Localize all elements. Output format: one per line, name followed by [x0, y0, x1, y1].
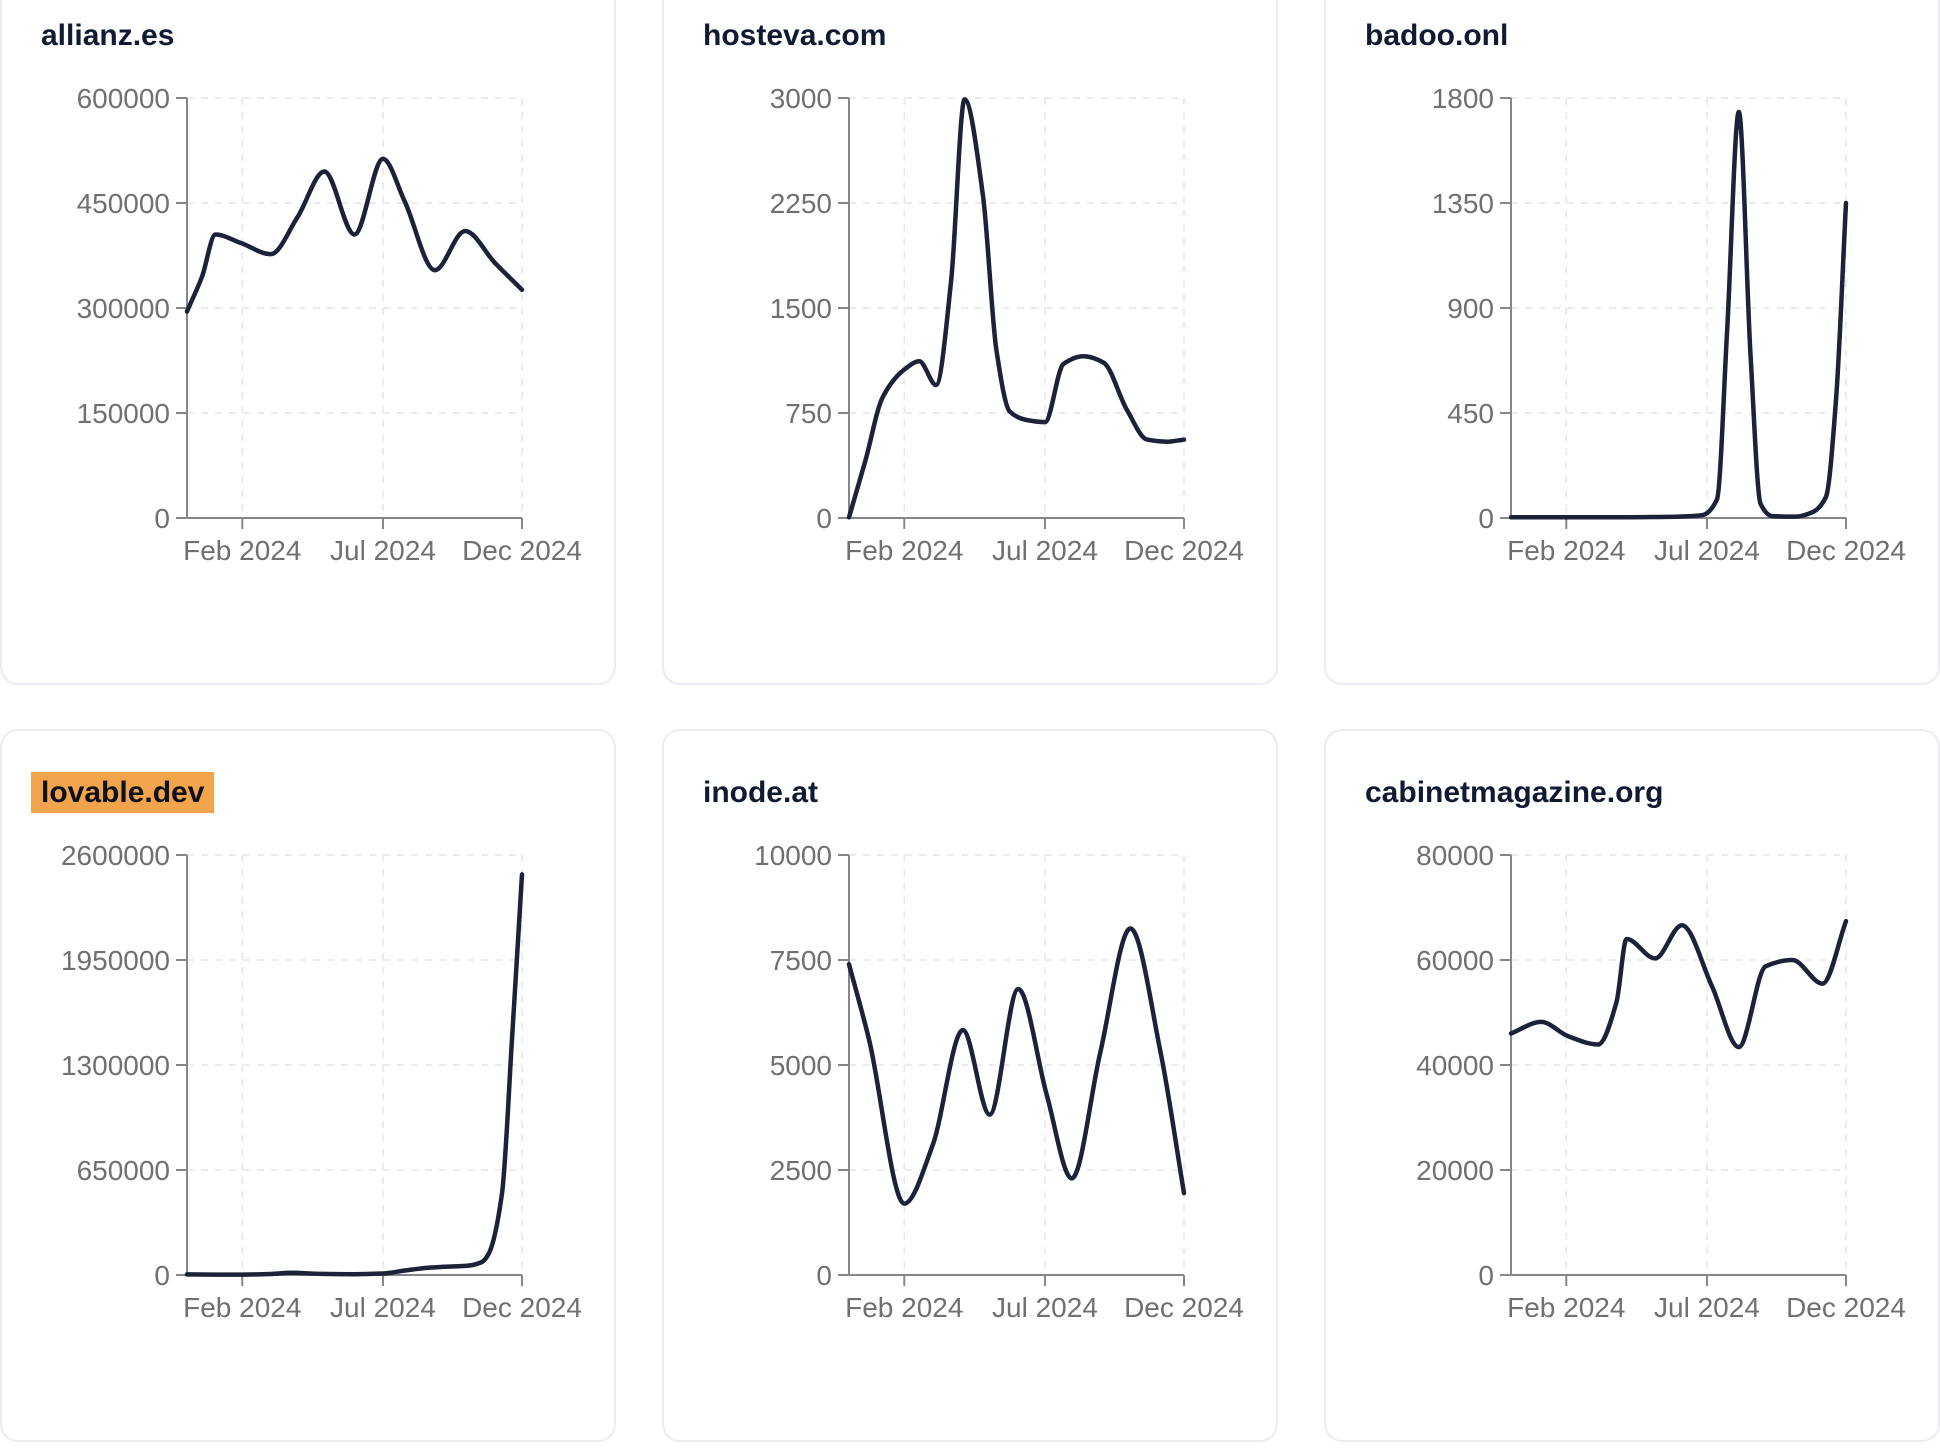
- chart-card: hosteva.com 3000 2250 1500 750 0 Feb 2024 Jul …: [662, 0, 1278, 685]
- line-chart: 2600000 1950000 1300000 650000 0 Feb 2024 Jul …: [61, 840, 582, 1323]
- svg-text:2250: 2250: [770, 188, 832, 219]
- chart-title: allianz.es: [41, 19, 174, 52]
- svg-text:Jul 2024: Jul 2024: [1654, 1292, 1760, 1323]
- svg-text:Dec 2024: Dec 2024: [1786, 1292, 1906, 1323]
- svg-text:Jul 2024: Jul 2024: [992, 535, 1098, 566]
- svg-text:0: 0: [1478, 503, 1494, 534]
- svg-text:40000: 40000: [1416, 1050, 1494, 1081]
- domain-name-label: inode.at: [703, 776, 819, 809]
- svg-text:Jul 2024: Jul 2024: [992, 1292, 1098, 1323]
- line-chart: 600000 450000 300000 150000 0 Feb 2024 Jul 202…: [77, 83, 582, 566]
- line-chart: 80000 60000 40000 20000 0 Feb 2024 Jul 2024 Dec…: [1416, 840, 1906, 1323]
- svg-text:Jul 2024: Jul 2024: [330, 535, 436, 566]
- svg-text:0: 0: [816, 503, 832, 534]
- line-chart: 10000 7500 5000 2500 0 Feb 2024 Jul 2024 Dec 20…: [754, 840, 1244, 1323]
- svg-text:Dec 2024: Dec 2024: [1124, 1292, 1244, 1323]
- chart-card: allianz.es 600000 450000 300000 150000 0 Feb …: [0, 0, 616, 685]
- svg-text:2500: 2500: [770, 1155, 832, 1186]
- line-chart: 1800 1350 900 450 0 Feb 2024 Jul 2024 Dec 2024: [1432, 83, 1906, 566]
- svg-text:Feb 2024: Feb 2024: [183, 535, 301, 566]
- svg-text:Dec 2024: Dec 2024: [1786, 535, 1906, 566]
- chart-title: cabinetmagazine.org: [1365, 776, 1663, 809]
- chart-title: badoo.onl: [1365, 19, 1508, 52]
- domain-name-label: hosteva.com: [703, 19, 887, 52]
- svg-text:7500: 7500: [770, 945, 832, 976]
- svg-text:Feb 2024: Feb 2024: [845, 1292, 963, 1323]
- chart-card: cabinetmagazine.org 80000 60000 40000 20000…: [1324, 729, 1940, 1442]
- svg-text:Feb 2024: Feb 2024: [845, 535, 963, 566]
- svg-text:Feb 2024: Feb 2024: [183, 1292, 301, 1323]
- svg-text:10000: 10000: [754, 840, 832, 871]
- chart-card: inode.at 10000 7500 5000 2500 0 Feb 2024 Jul 2…: [662, 729, 1278, 1442]
- line-chart: 3000 2250 1500 750 0 Feb 2024 Jul 2024 Dec 2024: [770, 83, 1244, 566]
- svg-text:900: 900: [1447, 293, 1494, 324]
- svg-text:0: 0: [154, 503, 170, 534]
- svg-text:1800: 1800: [1432, 83, 1494, 114]
- domain-name-label: badoo.onl: [1365, 19, 1509, 52]
- svg-text:Dec 2024: Dec 2024: [462, 1292, 582, 1323]
- chart-title: hosteva.com: [703, 19, 886, 52]
- domain-name-label-highlighted: lovable.dev: [31, 772, 215, 813]
- svg-text:450000: 450000: [77, 188, 170, 219]
- svg-text:1500: 1500: [770, 293, 832, 324]
- svg-text:150000: 150000: [77, 398, 170, 429]
- svg-text:300000: 300000: [77, 293, 170, 324]
- domain-name-label: cabinetmagazine.org: [1365, 776, 1664, 809]
- svg-text:0: 0: [1478, 1260, 1494, 1291]
- svg-text:Jul 2024: Jul 2024: [1654, 535, 1760, 566]
- chart-title: lovable.dev: [31, 772, 215, 813]
- svg-text:80000: 80000: [1416, 840, 1494, 871]
- svg-text:600000: 600000: [77, 83, 170, 114]
- svg-text:750: 750: [785, 398, 832, 429]
- svg-text:Dec 2024: Dec 2024: [462, 535, 582, 566]
- svg-text:20000: 20000: [1416, 1155, 1494, 1186]
- svg-text:0: 0: [154, 1260, 170, 1291]
- svg-text:Feb 2024: Feb 2024: [1507, 535, 1625, 566]
- svg-text:1950000: 1950000: [61, 945, 170, 976]
- svg-text:3000: 3000: [770, 83, 832, 114]
- chart-card: lovable.dev 2600000 1950000 1300000 650000 0…: [0, 729, 616, 1442]
- svg-text:650000: 650000: [77, 1155, 170, 1186]
- svg-text:60000: 60000: [1416, 945, 1494, 976]
- domain-name-label: allianz.es: [41, 19, 175, 52]
- chart-title: inode.at: [703, 776, 818, 809]
- chart-card: badoo.onl 1800 1350 900 450 0 Feb 2024 Jul 202…: [1324, 0, 1940, 685]
- svg-text:Jul 2024: Jul 2024: [330, 1292, 436, 1323]
- svg-text:5000: 5000: [770, 1050, 832, 1081]
- svg-text:Dec 2024: Dec 2024: [1124, 535, 1244, 566]
- svg-text:0: 0: [816, 1260, 832, 1291]
- svg-text:Feb 2024: Feb 2024: [1507, 1292, 1625, 1323]
- svg-text:450: 450: [1447, 398, 1494, 429]
- svg-text:2600000: 2600000: [61, 840, 170, 871]
- svg-text:1350: 1350: [1432, 188, 1494, 219]
- svg-text:1300000: 1300000: [61, 1050, 170, 1081]
